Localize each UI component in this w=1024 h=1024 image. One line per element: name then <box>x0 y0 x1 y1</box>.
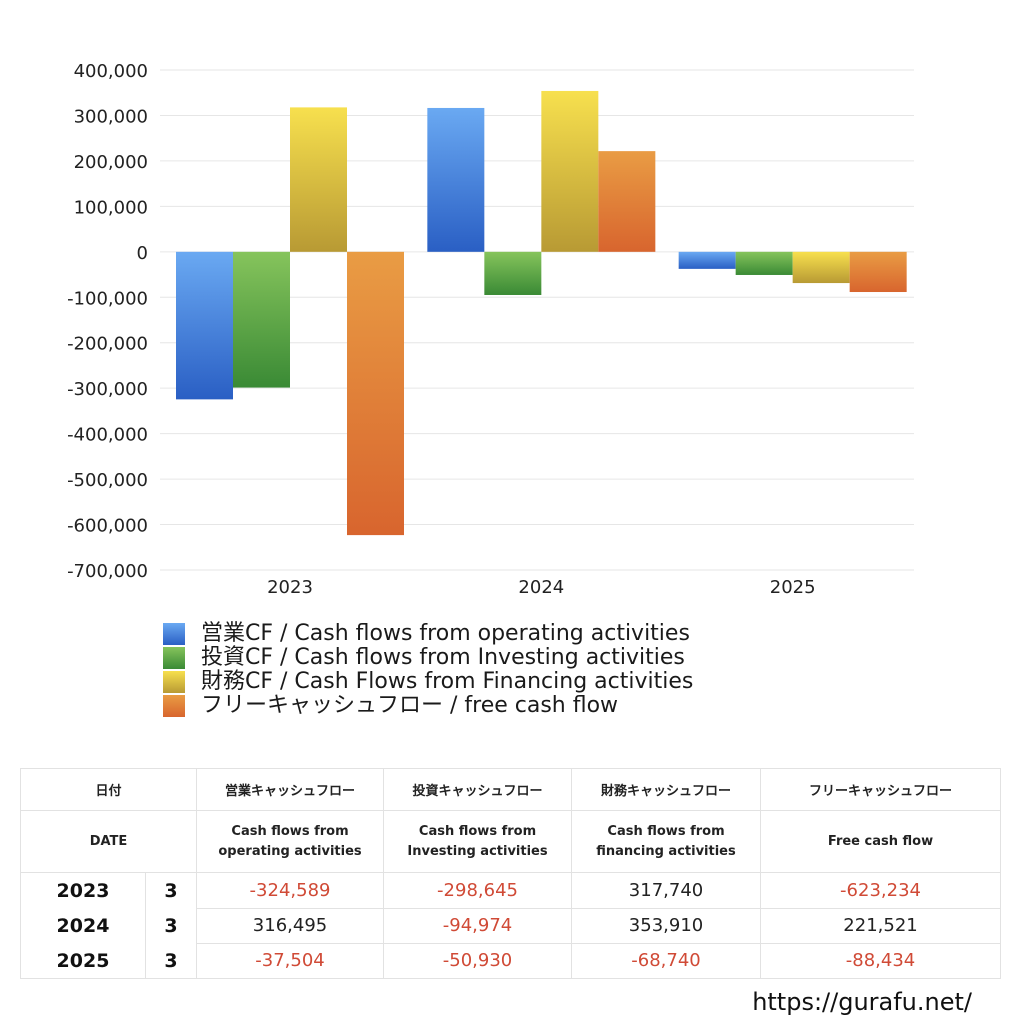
header-financing-ja: 財務キャッシュフロー <box>571 767 762 812</box>
cell-operating: 316,495 <box>196 907 385 944</box>
legend-item-free: フリーキャッシュフロー / free cash flow <box>163 694 693 718</box>
bar-financing-2024 <box>541 90 599 252</box>
y-tick-label: 0 <box>137 243 148 264</box>
cell-operating: -37,504 <box>196 942 385 980</box>
bar-free-2023 <box>347 251 404 536</box>
x-axis-labels: 2023 2024 2025 <box>267 577 815 598</box>
table-row: 2025 3 -37,504 -50,930 -68,740 -88,434 <box>20 942 1002 980</box>
header-investing-en-line1: Cash flows from <box>418 823 537 839</box>
y-tick-label: 200,000 <box>74 152 148 173</box>
cash-flow-bar-chart: 400,000 300,000 200,000 100,000 0 -100,000 -20… <box>67 61 914 598</box>
cell-investing: -94,974 <box>383 907 573 944</box>
row-year: 2025 <box>20 943 146 980</box>
y-tick-label: -300,000 <box>67 379 148 400</box>
header-financing-en-line2: financing activities <box>596 843 736 859</box>
header-investing-en-line2: Investing activities <box>407 843 548 859</box>
y-tick-label: 400,000 <box>74 61 148 82</box>
chart-legend: 営業CF / Cash flows from operating activit… <box>163 622 693 718</box>
legend-label-free: フリーキャッシュフロー / free cash flow <box>201 693 619 718</box>
legend-item-investing: 投資CF / Cash flows from Investing activit… <box>163 646 693 670</box>
cell-free: -88,434 <box>760 942 1002 980</box>
legend-label-financing: 財務CF / Cash Flows from Financing activit… <box>201 669 694 694</box>
header-investing-ja: 投資キャッシュフロー <box>383 767 573 812</box>
site-url: https://gurafu.net/ <box>752 988 972 1016</box>
row-month: 3 <box>144 908 198 944</box>
bars <box>176 90 907 536</box>
x-tick-label: 2025 <box>770 577 816 598</box>
legend-label-operating: 営業CF / Cash flows from operating activit… <box>201 621 690 646</box>
cell-free: 221,521 <box>760 907 1002 944</box>
x-tick-label: 2023 <box>267 577 313 598</box>
table-header-row-en: DATE Cash flows from operating activities… <box>19 810 1002 874</box>
y-tick-label: -400,000 <box>67 425 148 446</box>
bar-investing-2023 <box>233 251 290 388</box>
y-tick-label: 100,000 <box>74 197 148 218</box>
row-month: 3 <box>144 872 198 909</box>
legend-swatch-free <box>163 695 185 717</box>
header-date-ja: 日付 <box>19 767 198 812</box>
y-axis-labels: 400,000 300,000 200,000 100,000 0 -100,000 -20… <box>67 61 148 582</box>
table-header-row-ja: 日付 営業キャッシュフロー 投資キャッシュフロー 財務キャッシュフロー フリーキ… <box>19 767 1002 812</box>
y-tick-label: -700,000 <box>67 561 148 582</box>
bar-operating-2025 <box>678 251 736 269</box>
cell-financing: -68,740 <box>571 942 762 980</box>
cash-flow-table: 日付 営業キャッシュフロー 投資キャッシュフロー 財務キャッシュフロー フリーキ… <box>19 767 1002 980</box>
x-tick-label: 2024 <box>518 577 564 598</box>
bar-operating-2024 <box>427 107 485 252</box>
cell-free: -623,234 <box>760 872 1002 909</box>
legend-label-investing: 投資CF / Cash flows from Investing activit… <box>201 645 685 670</box>
row-year: 2024 <box>20 908 146 944</box>
header-free-ja: フリーキャッシュフロー <box>760 767 1002 812</box>
bar-investing-2024 <box>484 251 542 295</box>
table-row: 2023 3 -324,589 -298,645 317,740 -623,23… <box>20 872 1002 909</box>
legend-swatch-financing <box>163 671 185 693</box>
bar-free-2024 <box>598 151 656 252</box>
bar-free-2025 <box>849 251 907 293</box>
y-tick-label: -600,000 <box>67 516 148 537</box>
legend-swatch-investing <box>163 647 185 669</box>
header-operating-en: Cash flows from operating activities <box>196 810 385 874</box>
header-financing-en-line1: Cash flows from <box>607 823 725 839</box>
y-tick-label: -500,000 <box>67 470 148 491</box>
y-tick-label: -200,000 <box>67 334 148 355</box>
y-tick-label: -100,000 <box>67 288 148 309</box>
y-tick-label: 300,000 <box>74 106 148 127</box>
legend-item-operating: 営業CF / Cash flows from operating activit… <box>163 622 693 646</box>
header-operating-en-line2: operating activities <box>218 843 362 859</box>
header-financing-en: Cash flows from financing activities <box>571 810 762 874</box>
table-row: 2024 3 316,495 -94,974 353,910 221,521 <box>20 907 1002 944</box>
cell-operating: -324,589 <box>196 872 385 909</box>
row-year: 2023 <box>20 872 146 909</box>
bar-investing-2025 <box>735 251 793 275</box>
header-operating-ja: 営業キャッシュフロー <box>196 767 385 812</box>
legend-swatch-operating <box>163 623 185 645</box>
bar-operating-2023 <box>176 251 233 400</box>
header-operating-en-line1: Cash flows from <box>231 823 349 839</box>
row-month: 3 <box>144 943 198 980</box>
header-investing-en: Cash flows from Investing activities <box>383 810 573 874</box>
cell-financing: 353,910 <box>571 907 762 944</box>
legend-item-financing: 財務CF / Cash Flows from Financing activit… <box>163 670 693 694</box>
header-free-en: Free cash flow <box>760 810 1002 874</box>
cell-investing: -298,645 <box>383 872 573 909</box>
cell-financing: 317,740 <box>571 872 762 909</box>
bar-financing-2023 <box>290 107 347 252</box>
header-date-en: DATE <box>19 810 198 874</box>
bar-financing-2025 <box>792 251 850 284</box>
cell-investing: -50,930 <box>383 942 573 980</box>
